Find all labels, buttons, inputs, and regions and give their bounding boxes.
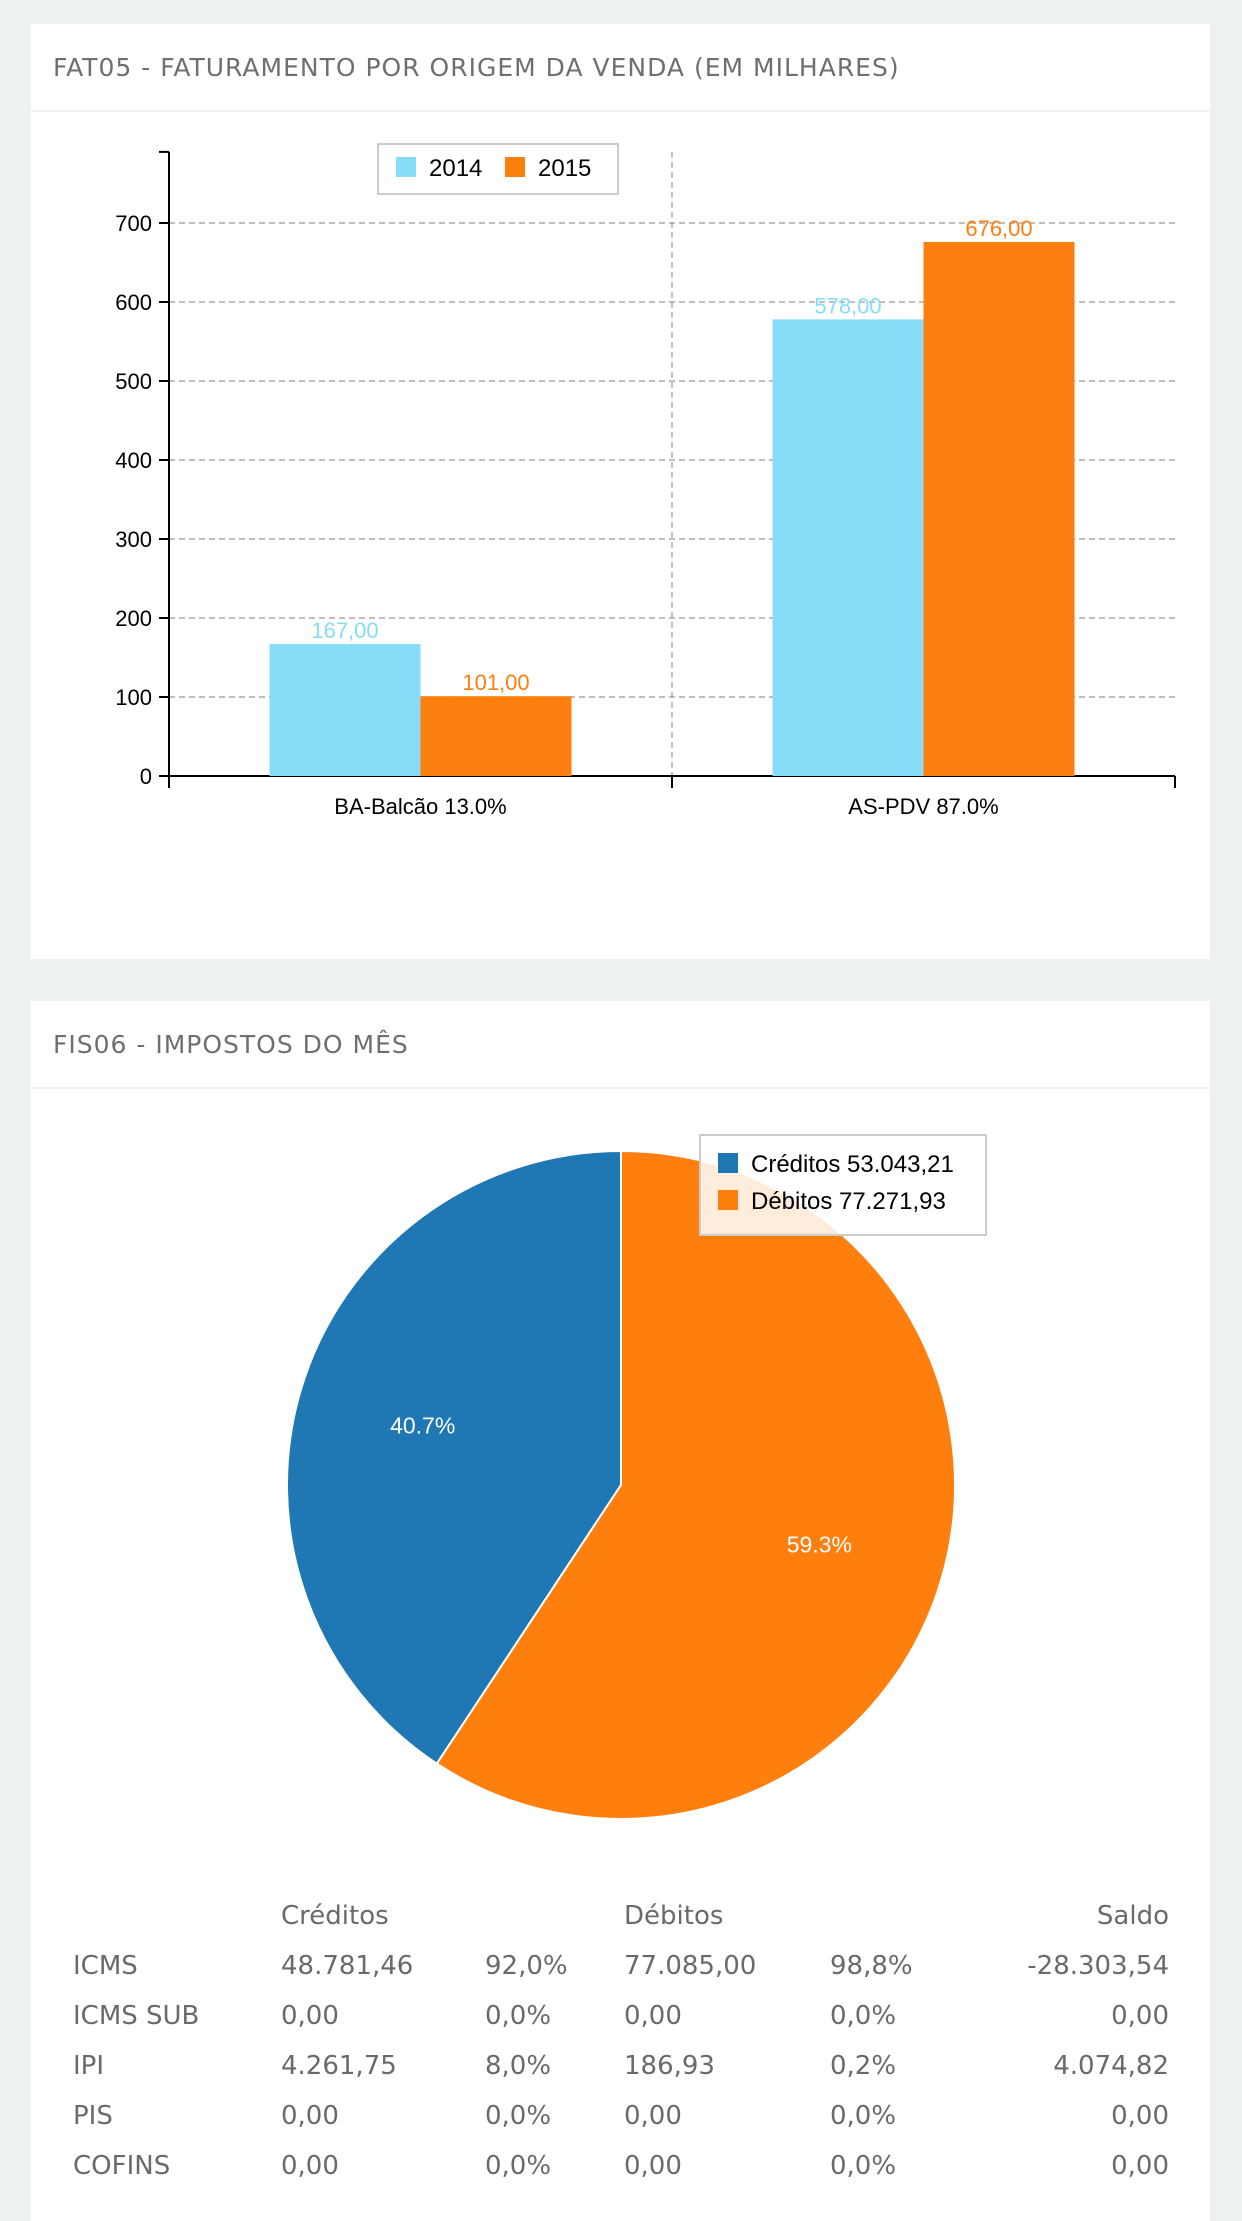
legend-label: Créditos 53.043,21 (751, 1151, 954, 1178)
table-cell: Saldo (1096, 1901, 1169, 1931)
table-cell: 0,00 (1111, 2101, 1169, 2131)
panel-title: FIS06 - IMPOSTOS DO MÊS (53, 1029, 409, 1059)
y-tick-label: 700 (115, 211, 152, 236)
y-tick-label: 300 (115, 527, 152, 552)
table-cell: 0,00 (281, 2101, 339, 2131)
table-row: ICMS 48.781,46 92,0% 77.085,00 98,8% -28.303,… (31, 1951, 1210, 1991)
table-cell: Créditos (281, 1901, 389, 1931)
table-cell: 0,00 (624, 2001, 682, 2031)
table-cell: -28.303,54 (1027, 1951, 1169, 1981)
legend-label: Débitos 77.271,93 (751, 1188, 946, 1215)
panel-header: FIS06 - IMPOSTOS DO MÊS (31, 1001, 1210, 1089)
table-cell: 0,0% (485, 2151, 552, 2181)
legend-swatch (505, 157, 525, 177)
table-cell: 0,00 (1111, 2151, 1169, 2181)
y-tick-label: 600 (115, 290, 152, 315)
legend-box (377, 143, 619, 195)
panel-header: FAT05 - FATURAMENTO POR ORIGEM DA VENDA … (31, 24, 1210, 112)
table-row: COFINS 0,00 0,0% 0,00 0,0% 0,00 (31, 2151, 1210, 2191)
table-cell: 0,0% (485, 2101, 552, 2131)
legend-label: 2014 (429, 155, 482, 182)
table-cell: 0,00 (281, 2001, 339, 2031)
data-label: 101,00 (462, 670, 529, 695)
legend: 2014 2015 (377, 143, 619, 195)
table-cell: COFINS (73, 2151, 171, 2181)
y-tick-label: 500 (115, 369, 152, 394)
y-tick-label: 0 (140, 764, 152, 789)
data-label: 578,00 (814, 293, 881, 318)
table-cell: Débitos (624, 1901, 724, 1931)
table-row: PIS 0,00 0,0% 0,00 0,0% 0,00 (31, 2101, 1210, 2141)
bar (269, 644, 421, 776)
table-cell: ICMS (73, 1951, 138, 1981)
table-cell: 0,0% (830, 2001, 897, 2031)
table-cell: 0,0% (830, 2151, 897, 2181)
bar-chart: 0 100 200 300 400 500 600 700 167,00 101,00 BA-Bal… (115, 143, 1176, 819)
table-cell: 4.261,75 (281, 2051, 397, 2081)
panel-title: FAT05 - FATURAMENTO POR ORIGEM DA VENDA … (53, 52, 900, 82)
y-tick-label: 200 (115, 606, 152, 631)
table-cell: 0,0% (485, 2001, 552, 2031)
table-cell: 8,0% (485, 2051, 552, 2081)
faturamento-panel: FAT05 - FATURAMENTO POR ORIGEM DA VENDA … (31, 24, 1210, 959)
x-tick-label: BA-Balcão 13.0% (334, 794, 506, 819)
table-cell: 186,93 (624, 2051, 715, 2081)
table-cell: PIS (73, 2101, 113, 2131)
table-cell: 0,00 (281, 2151, 339, 2181)
legend-box (699, 1134, 987, 1236)
bar (772, 319, 924, 776)
table-cell: 0,00 (624, 2101, 682, 2131)
table-cell: 77.085,00 (624, 1951, 757, 1981)
slice-label: 59.3% (787, 1532, 852, 1558)
table-cell: ICMS SUB (73, 2001, 200, 2031)
data-label: 167,00 (311, 618, 378, 643)
legend-label: 2015 (538, 155, 591, 182)
table-cell: 0,00 (624, 2151, 682, 2181)
table-cell: IPI (73, 2051, 105, 2081)
table-row: ICMS SUB 0,00 0,0% 0,00 0,0% 0,00 (31, 2001, 1210, 2041)
legend-swatch (396, 157, 416, 177)
table-cell: 0,2% (830, 2051, 897, 2081)
legend-swatch (718, 1190, 738, 1210)
x-tick-label: AS-PDV 87.0% (848, 794, 998, 819)
y-tick-label: 400 (115, 448, 152, 473)
table-cell: 98,8% (830, 1951, 913, 1981)
y-tick-label: 100 (115, 685, 152, 710)
table-cell: 48.781,46 (281, 1951, 414, 1981)
bar (923, 241, 1075, 776)
pie-chart: 40.7% 59.3% Créditos 53.043,21 Débitos 77.2… (286, 1134, 987, 1820)
table-cell: 0,0% (830, 2101, 897, 2131)
slice-label: 40.7% (390, 1412, 455, 1438)
bar (420, 696, 572, 776)
data-label: 676,00 (965, 216, 1032, 241)
table-cell: 4.074,82 (1053, 2051, 1169, 2081)
table-cell: 92,0% (485, 1951, 568, 1981)
table-cell: 0,00 (1111, 2001, 1169, 2031)
legend: Créditos 53.043,21 Débitos 77.271,93 (699, 1134, 987, 1236)
table-row: IPI 4.261,75 8,0% 186,93 0,2% 4.074,82 (31, 2051, 1210, 2091)
legend-swatch (718, 1153, 738, 1173)
table-header: Créditos Débitos Saldo (31, 1901, 1210, 1941)
impostos-panel: FIS06 - IMPOSTOS DO MÊS 40.7% 59.3% Crédit… (31, 1001, 1210, 2221)
